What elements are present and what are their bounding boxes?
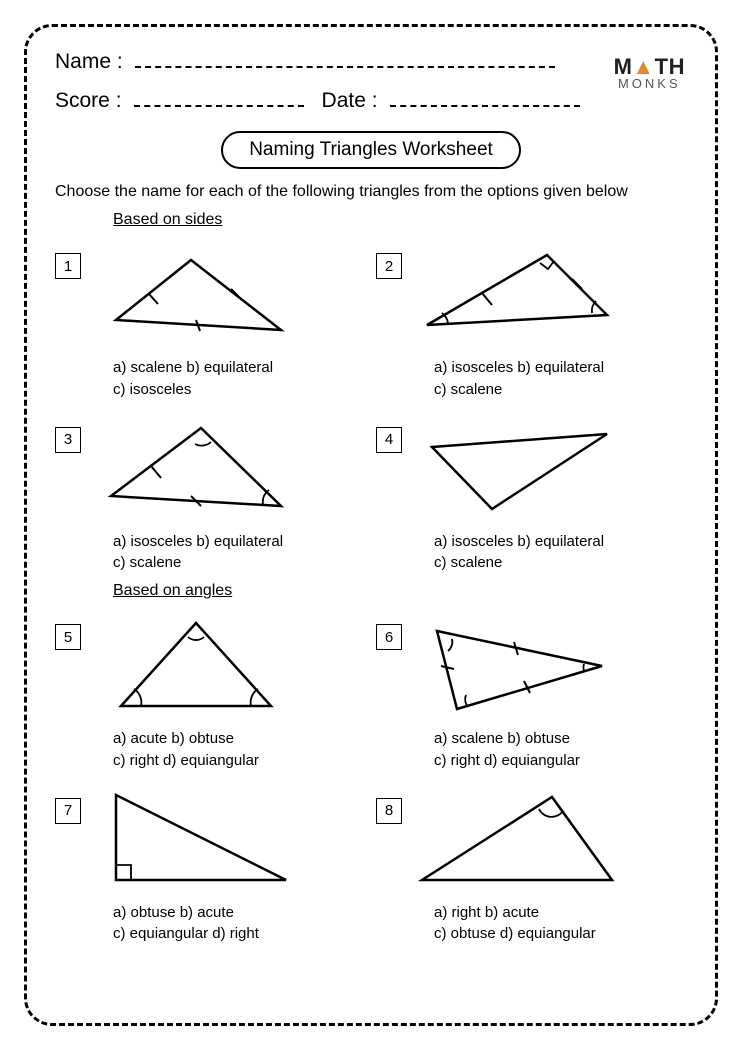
question-number: 1 xyxy=(55,253,81,279)
question-7: 7 a) obtuse b) acute c) equiangular d) r… xyxy=(55,780,366,946)
section-angles-label: Based on angles xyxy=(113,582,687,600)
option-line: c) obtuse d) equiangular xyxy=(434,923,687,945)
question-2: 2 a) isosceles b) equilateral c) scalene xyxy=(376,235,687,401)
option-line: a) acute b) obtuse xyxy=(113,728,366,750)
triangle-figure xyxy=(81,606,311,726)
worksheet-page: M▲TH MONKS Name : Score : Date : Naming … xyxy=(24,24,718,1026)
option-line: c) scalene xyxy=(113,552,366,574)
triangle-figure xyxy=(402,235,632,355)
triangle-figure xyxy=(402,780,632,900)
option-line: c) equiangular d) right xyxy=(113,923,366,945)
triangle-figure xyxy=(81,780,311,900)
option-line: a) isosceles b) equilateral xyxy=(113,531,366,553)
option-line: c) right d) equiangular xyxy=(113,750,366,772)
logo-line2: MONKS xyxy=(614,78,685,90)
questions-grid: 1 a) scalene b) equilateral c) isosceles xyxy=(55,235,687,574)
option-line: a) isosceles b) equilateral xyxy=(434,357,687,379)
option-line: a) scalene b) equilateral xyxy=(113,357,366,379)
option-line: a) right b) acute xyxy=(434,902,687,924)
question-4: 4 a) isosceles b) equilateral c) scalene xyxy=(376,409,687,575)
triangle-figure xyxy=(402,606,632,726)
option-line: a) isosceles b) equilateral xyxy=(434,531,687,553)
title-wrap: Naming Triangles Worksheet xyxy=(55,131,687,169)
question-number: 7 xyxy=(55,798,81,824)
worksheet-title: Naming Triangles Worksheet xyxy=(221,131,521,169)
question-options: a) obtuse b) acute c) equiangular d) rig… xyxy=(113,902,366,946)
triangle-figure xyxy=(402,409,632,529)
question-options: a) isosceles b) equilateral c) scalene xyxy=(113,531,366,575)
question-1: 1 a) scalene b) equilateral c) isosceles xyxy=(55,235,366,401)
option-line: c) scalene xyxy=(434,379,687,401)
score-date-row: Score : Date : xyxy=(55,86,687,113)
question-3: 3 a) isosceles b) equilateral c) scalene xyxy=(55,409,366,575)
logo: M▲TH MONKS xyxy=(614,57,685,90)
question-number: 4 xyxy=(376,427,402,453)
option-line: c) isosceles xyxy=(113,379,366,401)
section-sides-label: Based on sides xyxy=(113,211,687,229)
name-input-line[interactable] xyxy=(135,47,555,68)
instruction-text: Choose the name for each of the followin… xyxy=(55,183,687,201)
question-options: a) right b) acute c) obtuse d) equiangul… xyxy=(434,902,687,946)
question-options: a) scalene b) equilateral c) isosceles xyxy=(113,357,366,401)
question-options: a) isosceles b) equilateral c) scalene xyxy=(434,357,687,401)
option-line: a) scalene b) obtuse xyxy=(434,728,687,750)
date-label: Date : xyxy=(322,89,378,113)
triangle-figure xyxy=(81,409,311,529)
option-line: c) scalene xyxy=(434,552,687,574)
question-number: 6 xyxy=(376,624,402,650)
option-line: a) obtuse b) acute xyxy=(113,902,366,924)
name-label: Name : xyxy=(55,50,123,74)
question-number: 3 xyxy=(55,427,81,453)
score-input-line[interactable] xyxy=(134,86,304,107)
triangle-figure xyxy=(81,235,311,355)
question-8: 8 a) right b) acute c) obtuse d) equiang… xyxy=(376,780,687,946)
name-row: Name : xyxy=(55,47,687,74)
question-5: 5 a) acute b) obtuse c) right d) equiang… xyxy=(55,606,366,772)
question-options: a) isosceles b) equilateral c) scalene xyxy=(434,531,687,575)
question-6: 6 a) scalene b) obtuse c) right xyxy=(376,606,687,772)
logo-line1: M▲TH xyxy=(614,57,685,78)
question-number: 5 xyxy=(55,624,81,650)
question-options: a) scalene b) obtuse c) right d) equiang… xyxy=(434,728,687,772)
date-input-line[interactable] xyxy=(390,86,580,107)
score-label: Score : xyxy=(55,89,122,113)
question-number: 2 xyxy=(376,253,402,279)
question-number: 8 xyxy=(376,798,402,824)
question-options: a) acute b) obtuse c) right d) equiangul… xyxy=(113,728,366,772)
option-line: c) right d) equiangular xyxy=(434,750,687,772)
questions-grid-2: 5 a) acute b) obtuse c) right d) equiang… xyxy=(55,606,687,945)
